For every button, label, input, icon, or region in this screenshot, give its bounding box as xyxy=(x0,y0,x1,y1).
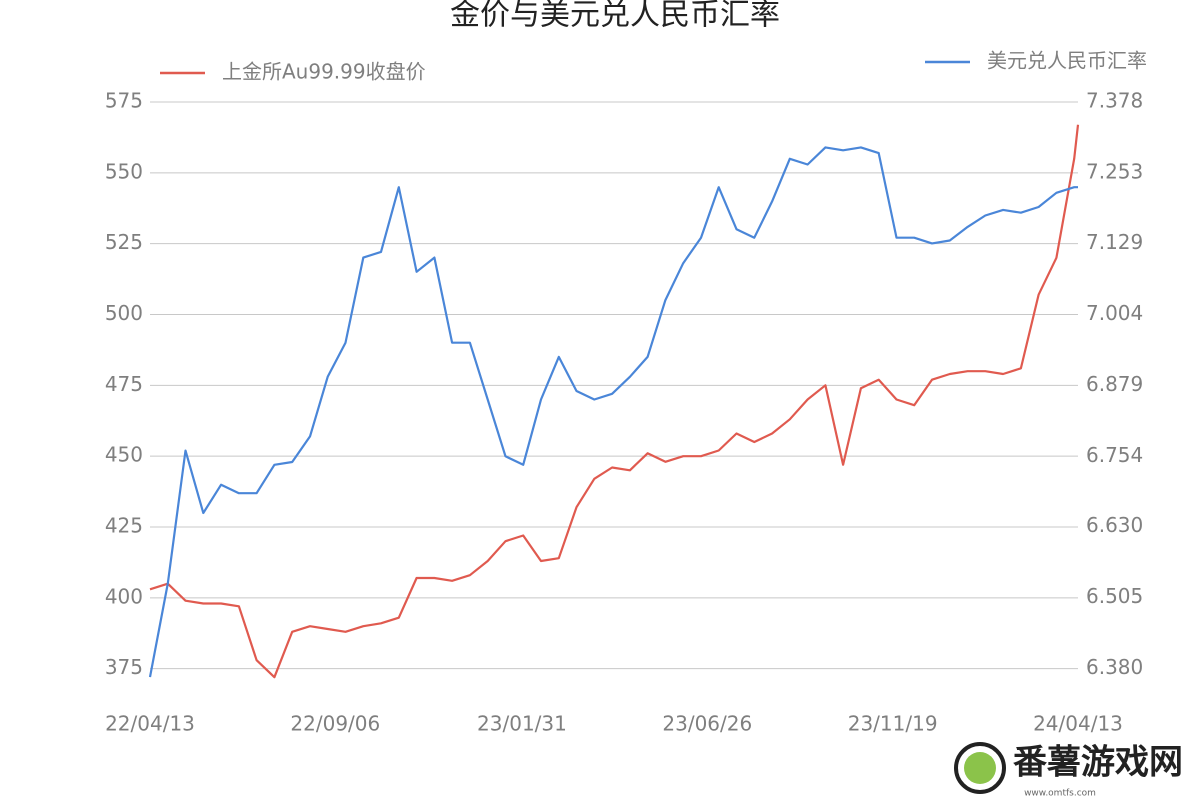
watermark-url: www.omtfs.com xyxy=(1024,789,1096,799)
y2-tick-label: 6.505 xyxy=(1086,584,1143,608)
y-tick-label: 475 xyxy=(105,372,143,396)
legend-label: 美元兑人民币汇率 xyxy=(987,49,1147,73)
series-line xyxy=(149,124,1080,679)
y-tick-label: 500 xyxy=(105,301,143,325)
y2-tick-label: 7.004 xyxy=(1086,301,1143,325)
y-tick-label: 525 xyxy=(105,230,143,254)
x-tick-label: 23/06/26 xyxy=(662,712,752,736)
chart-title: 金价与美元兑人民币汇率 xyxy=(450,0,780,33)
x-tick-label: 23/11/19 xyxy=(848,712,938,736)
y-tick-label: 400 xyxy=(105,584,143,608)
y-tick-label: 575 xyxy=(105,89,143,113)
y-tick-label: 425 xyxy=(105,514,143,538)
y2-tick-label: 7.253 xyxy=(1086,159,1143,183)
legend-label: 上金所Au99.99收盘价 xyxy=(222,60,426,84)
y2-tick-label: 6.380 xyxy=(1086,655,1143,679)
x-tick-label: 23/01/31 xyxy=(477,712,567,736)
x-tick-label: 22/09/06 xyxy=(290,712,380,736)
y2-tick-label: 6.630 xyxy=(1086,513,1143,537)
y-tick-label: 450 xyxy=(105,443,143,467)
y2-tick-label: 7.129 xyxy=(1086,230,1143,254)
y-tick-label: 375 xyxy=(105,655,143,679)
series-line xyxy=(148,146,1078,678)
y2-tick-label: 6.879 xyxy=(1086,372,1143,396)
x-tick-label: 22/04/13 xyxy=(105,712,195,736)
x-tick-label: 24/04/13 xyxy=(1033,712,1123,736)
y2-tick-label: 6.754 xyxy=(1086,443,1143,467)
watermark-text: 番薯游戏网 xyxy=(1013,743,1183,783)
y2-tick-label: 7.378 xyxy=(1086,89,1143,113)
watermark: 番薯游戏网 www.omtfs.com xyxy=(954,742,1183,799)
y-tick-label: 550 xyxy=(105,159,143,183)
watermark-logo-inner xyxy=(964,752,996,784)
